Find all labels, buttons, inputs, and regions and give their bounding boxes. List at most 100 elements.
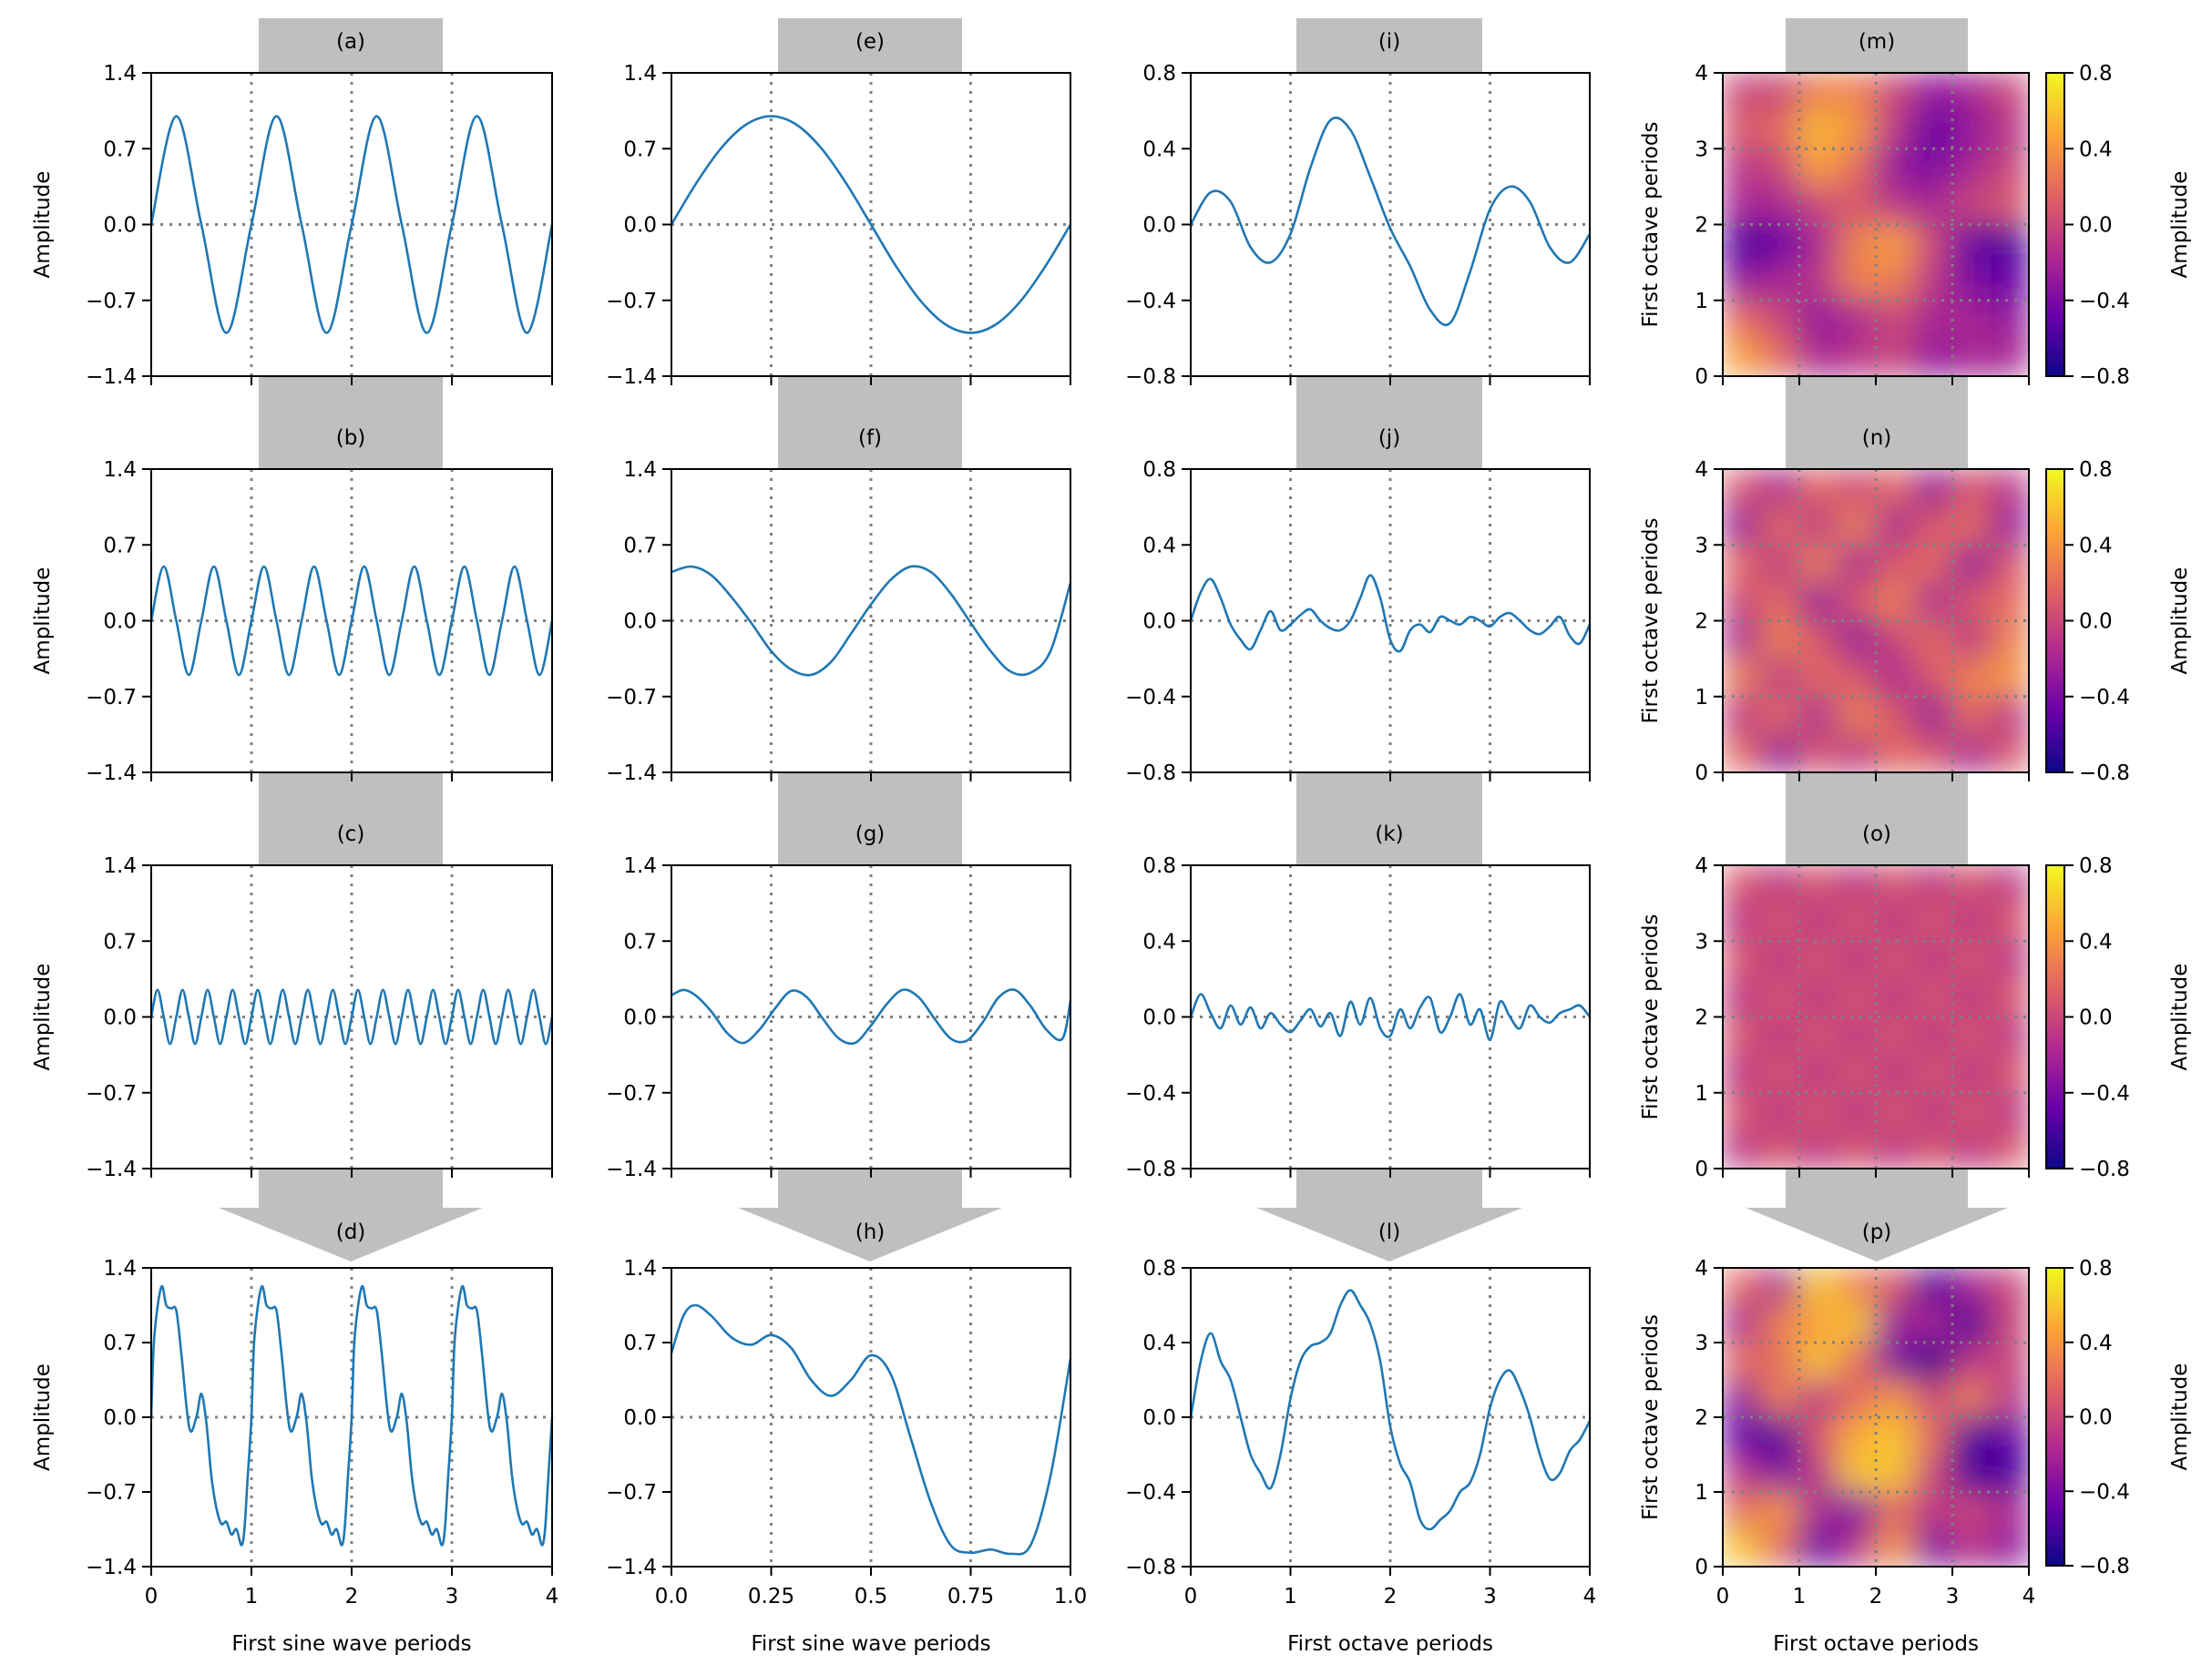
panel-label: (p) xyxy=(1862,1221,1892,1244)
y-tick-label: −0.4 xyxy=(1125,290,1176,313)
heatmap-cell xyxy=(1837,1129,1877,1169)
colorbar-tick-label: 0.4 xyxy=(2079,1332,2113,1355)
heatmap-cell xyxy=(1951,1416,1992,1455)
y-axis-label: Amplitude xyxy=(31,964,55,1071)
colorbar-gradient xyxy=(2045,1267,2065,1567)
colorbar-tick-label: 0.4 xyxy=(2079,138,2113,161)
panel-label: (n) xyxy=(1862,426,1892,450)
x-tick-label: 0.25 xyxy=(748,1585,794,1609)
y-tick-label: −1.4 xyxy=(86,1158,137,1181)
x-tick-label: 3 xyxy=(1946,1585,1960,1609)
heatmap-cell xyxy=(1723,110,1762,149)
heatmap-cell xyxy=(1990,1528,2029,1567)
panel-d: 0 1 2 3 4 1.4 0.7 0.0 −0.7 −1.4 Amplitude First sin… xyxy=(31,1257,558,1656)
heatmap-cell xyxy=(1723,1268,1762,1306)
colorbar-gradient xyxy=(2045,72,2065,377)
y-tick-label: −0.7 xyxy=(606,290,657,313)
heatmap-cell xyxy=(1798,1491,1838,1530)
heatmap xyxy=(1723,73,2029,376)
heatmap-cell xyxy=(1798,506,1838,546)
panel-label: (g) xyxy=(855,822,886,846)
heatmap-cell xyxy=(1837,1454,1877,1493)
panel-label: (c) xyxy=(337,822,365,846)
heatmap-cell xyxy=(1875,1454,1915,1493)
heatmap-cell xyxy=(1951,978,1992,1017)
y-tick-label: 4 xyxy=(1695,1257,1708,1281)
heatmap-cell xyxy=(1723,1379,1762,1418)
heatmap-cell xyxy=(1951,337,1992,376)
heatmap-cell xyxy=(1760,224,1800,263)
heatmap-cell xyxy=(1875,186,1915,225)
heatmap-cell xyxy=(1951,582,1992,621)
y-tick-label: 0.7 xyxy=(623,138,657,161)
y-axis-label: First octave periods xyxy=(1639,914,1663,1120)
heatmap-cell xyxy=(1837,337,1877,376)
heatmap-cell xyxy=(1913,733,1953,772)
y-tick-label: −1.4 xyxy=(86,1556,137,1579)
y-tick-label: −0.7 xyxy=(606,1481,657,1505)
heatmap-cell xyxy=(1837,148,1877,188)
heatmap-cell xyxy=(1798,1379,1838,1418)
heatmap-cell xyxy=(1723,865,1762,904)
y-tick-label: −1.4 xyxy=(606,1556,657,1579)
heatmap-cell xyxy=(1798,1454,1838,1493)
heatmap-cell xyxy=(1990,1268,2029,1306)
heatmap-cell xyxy=(1837,1342,1877,1381)
panel-g: 1.4 0.7 0.0 −0.7 −1.4 xyxy=(606,854,1072,1181)
heatmap-cell xyxy=(1913,696,1953,735)
heatmap-cell xyxy=(1798,110,1838,149)
heatmap-cell xyxy=(1723,1304,1762,1343)
x-tick-label: 2 xyxy=(345,1585,359,1609)
colorbar-tick-label: 0.4 xyxy=(2079,534,2113,557)
y-tick-label: 3 xyxy=(1695,138,1708,161)
heatmap-cell xyxy=(1990,903,2029,942)
colorbar-tick-label: 0.8 xyxy=(2079,854,2113,878)
x-axis-label: First sine wave periods xyxy=(231,1632,471,1656)
y-tick-label: 0.8 xyxy=(1142,62,1176,86)
heatmap-cell xyxy=(1951,940,1992,980)
y-tick-label: 4 xyxy=(1695,854,1708,878)
heatmap-cell xyxy=(1990,1416,2029,1455)
heatmap-cell xyxy=(1875,224,1915,263)
panel-label: (d) xyxy=(336,1221,366,1244)
heatmap-cell xyxy=(1723,544,1762,584)
heatmap-cell xyxy=(1990,1054,2029,1094)
heatmap-cell xyxy=(1837,469,1877,508)
heatmap-cell xyxy=(1951,73,1992,112)
y-tick-label: −0.4 xyxy=(1125,1082,1176,1106)
down-arrow xyxy=(219,1208,483,1261)
heatmap-cell xyxy=(1913,1129,1953,1169)
heatmap-cell xyxy=(1951,1054,1992,1094)
heatmap-cell xyxy=(1990,978,2029,1017)
heatmap-cell xyxy=(1723,696,1762,735)
heatmap-cell xyxy=(1913,865,1953,904)
colorbar-label: Amplitude xyxy=(2168,567,2192,675)
heatmap-cell xyxy=(1760,620,1800,659)
heatmap-cell xyxy=(1875,1054,1915,1094)
heatmap-cell xyxy=(1875,261,1915,301)
heatmap-cell xyxy=(1990,1491,2029,1530)
heatmap-cell xyxy=(1760,148,1800,188)
y-tick-label: 1 xyxy=(1695,1481,1708,1505)
y-tick-label: 3 xyxy=(1695,930,1708,954)
heatmap-cell xyxy=(1798,261,1838,301)
heatmap-cell xyxy=(1951,1379,1992,1418)
colorbar-tick-label: 0.0 xyxy=(2079,214,2113,238)
y-tick-label: 2 xyxy=(1695,610,1708,634)
y-tick-label: 0.7 xyxy=(103,1332,137,1355)
heatmap-cell xyxy=(1760,582,1800,621)
heatmap-cell xyxy=(1723,506,1762,546)
series-line xyxy=(670,1303,1072,1556)
y-tick-label: 1.4 xyxy=(103,1257,137,1281)
heatmap-cell xyxy=(1723,1528,1762,1567)
x-tick-label: 0 xyxy=(145,1585,159,1609)
x-tick-label: 0.0 xyxy=(655,1585,689,1609)
heatmap-cell xyxy=(1837,978,1877,1017)
heatmap-cell xyxy=(1913,582,1953,621)
heatmap-cell xyxy=(1798,1416,1838,1455)
heatmap-cell xyxy=(1913,1342,1953,1381)
heatmap-cell xyxy=(1760,506,1800,546)
heatmap-cell xyxy=(1875,978,1915,1017)
colorbar-tick-label: 0.0 xyxy=(2079,1406,2113,1430)
